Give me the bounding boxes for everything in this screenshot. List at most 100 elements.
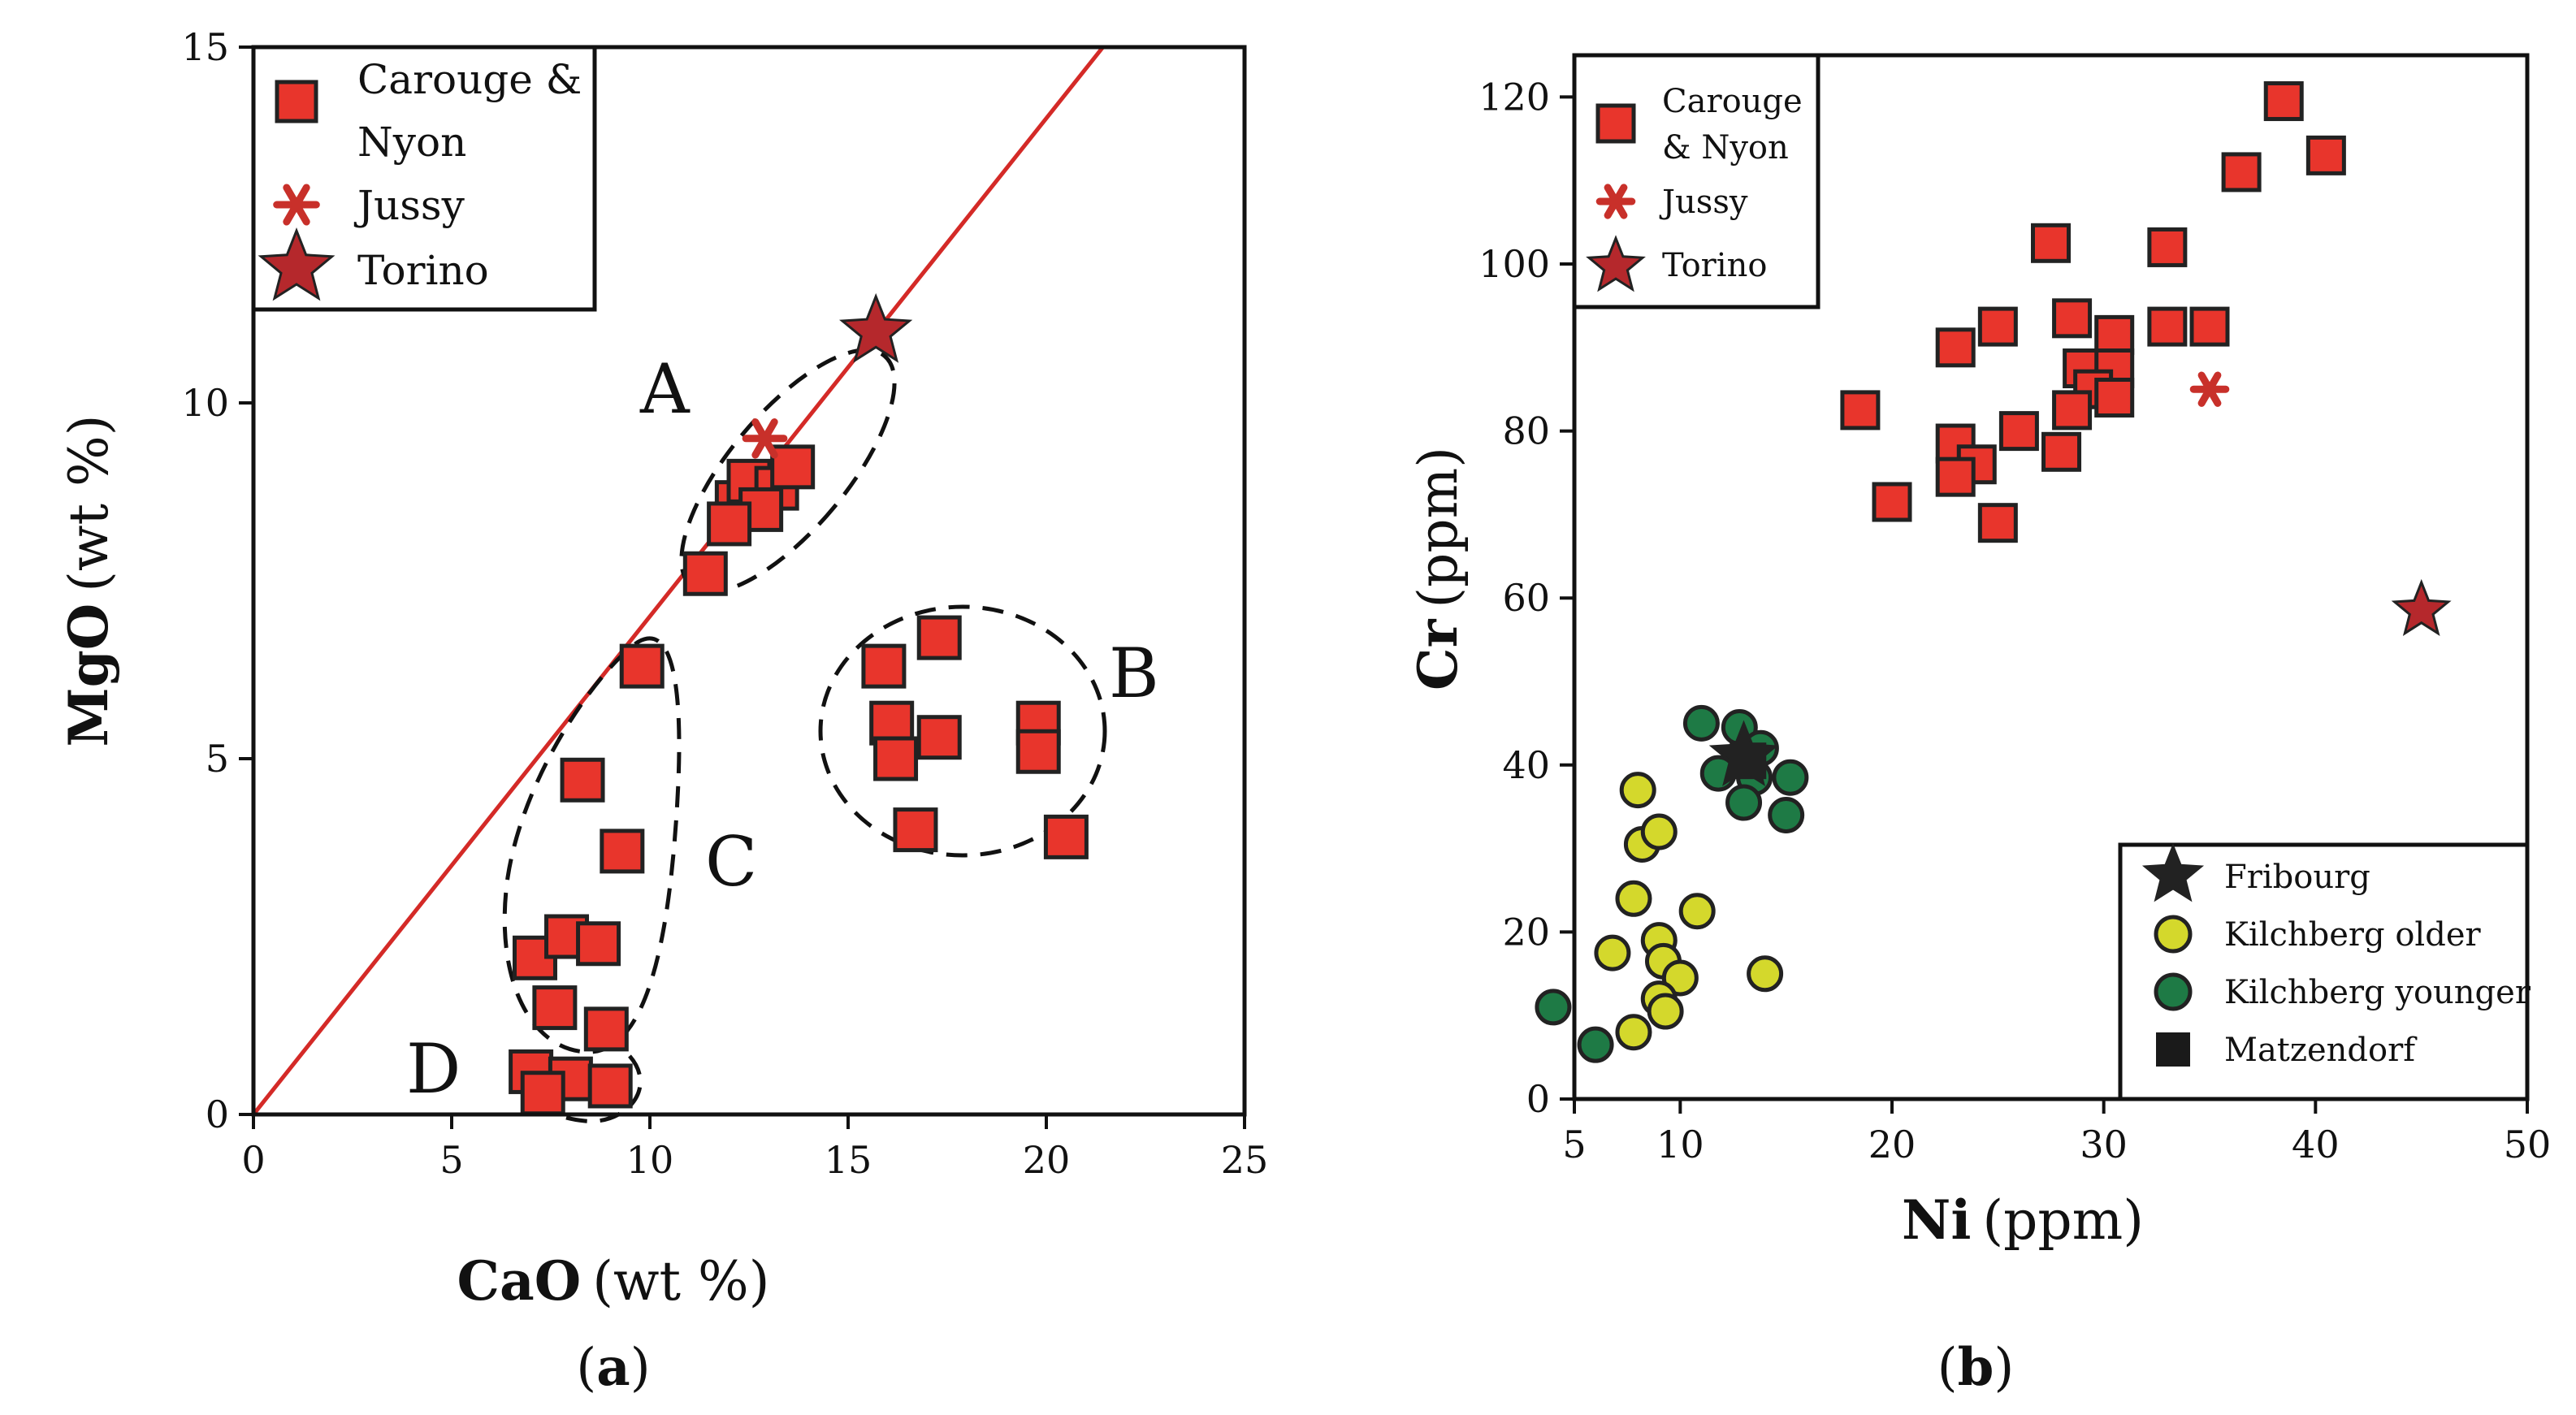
legend-label-matzendorf: Matzendorf [2224, 1032, 2418, 1069]
data-point [2031, 223, 2071, 263]
panel-b-letter: b [1958, 1337, 1994, 1398]
legend-label-jussy: Jussy [1659, 184, 1748, 221]
panel-b-frame [1572, 53, 2530, 1101]
y-tick-label: 40 [1502, 743, 1550, 787]
y-tick-label: 10 [181, 381, 229, 425]
data-point [707, 501, 752, 547]
panel-a-label: (a) [576, 1337, 650, 1398]
panel-b: 5 10 20 30 40 50 0 20 40 60 80 100 120 Carouge & Nyo… [1406, 53, 2552, 1398]
x-tick-label: 5 [1562, 1123, 1586, 1166]
data-point [1594, 934, 1631, 971]
data-point [2147, 306, 2188, 347]
y-tick-label: 0 [206, 1093, 229, 1136]
legend-asterisk-marker [273, 184, 320, 226]
data-point [1977, 306, 2018, 347]
data-point [2041, 431, 2082, 472]
data-point [916, 715, 962, 760]
legend-black-square-marker [2156, 1032, 2190, 1067]
legend-label-kilchberg-younger: Kilchberg younger [2224, 974, 2531, 1011]
data-point [1015, 729, 1061, 774]
data-point [1768, 796, 1805, 833]
region-label-b: B [1109, 634, 1159, 713]
data-point [839, 292, 913, 363]
data-point [1043, 814, 1089, 859]
x-tick-label: 10 [1656, 1123, 1704, 1166]
x-tick-label: 5 [439, 1138, 463, 1182]
panel-b-label: (b) [1937, 1337, 2015, 1398]
y-tick-label: 20 [1502, 910, 1550, 954]
data-point [1577, 1026, 1614, 1063]
data-point [1615, 1014, 1652, 1051]
data-point [2221, 152, 2262, 193]
panel-b-y-axis-label: Cr (ppm) [1406, 447, 1470, 690]
data-point [2147, 227, 2188, 267]
legend-label-carouge-2: Nyon [357, 119, 466, 166]
legend-circle-green-marker [2154, 972, 2193, 1011]
legend-label-torino: Torino [357, 247, 489, 294]
x-tick-label: 50 [2504, 1123, 2552, 1166]
panel-a-legend: Carouge & Nyon Jussy Torino [251, 45, 597, 312]
data-point [2052, 390, 2093, 431]
data-point [600, 829, 645, 874]
data-point [2094, 377, 2135, 418]
data-point [587, 1063, 633, 1109]
legend-asterisk [1595, 184, 1636, 219]
field-outline-b [818, 604, 1107, 858]
data-point [2305, 135, 2346, 175]
x-tick-label: 30 [2080, 1123, 2128, 1166]
legend-star [258, 227, 336, 301]
data-point [682, 551, 728, 596]
data-point [1872, 482, 1912, 522]
data-point [861, 643, 907, 689]
data-point [1998, 411, 2039, 452]
y-tick-label: 0 [1526, 1077, 1550, 1121]
x-tick-label: 0 [241, 1138, 265, 1182]
x-tick-label: 20 [1023, 1138, 1071, 1182]
panel-a-points [509, 292, 1089, 1116]
legend-label-torino: Torino [1662, 247, 1767, 284]
legend-label-fribourg: Fribourg [2224, 859, 2370, 896]
data-point [2263, 81, 2304, 122]
y-axis-label-unit: (wt %) [58, 415, 120, 592]
x-tick-label: 25 [1221, 1138, 1269, 1182]
data-point [619, 643, 665, 689]
panel-b-x-axis-label: Ni (ppm) [1902, 1188, 2144, 1252]
panel-a: 0 5 10 15 20 25 0 5 10 15 A B C D Carouge & Nyon … [57, 25, 1269, 1398]
data-point [1615, 880, 1652, 917]
legend-square-marker [275, 80, 318, 123]
panel-a-frame [251, 45, 1247, 1117]
region-label-d: D [406, 1029, 461, 1109]
data-point [1747, 955, 1784, 993]
x-tick-label: 20 [1868, 1123, 1916, 1166]
field-outline-d [532, 1054, 643, 1123]
data-point [1935, 327, 1976, 368]
data-point [1535, 989, 1572, 1026]
data-point [2052, 298, 2093, 339]
data-point [1772, 759, 1809, 796]
data-point [770, 444, 816, 490]
data-point [560, 757, 605, 803]
data-point [1640, 813, 1678, 850]
x-axis-label-unit: (ppm) [1982, 1189, 2144, 1252]
x-tick-label: 15 [825, 1138, 872, 1182]
y-tick-label: 15 [181, 25, 229, 69]
legend-square-marker [1595, 103, 1636, 144]
data-point [583, 1006, 629, 1052]
y-axis-label-unit: (ppm) [1407, 447, 1470, 608]
data-point [893, 807, 938, 853]
y-tick-label: 60 [1502, 576, 1550, 620]
legend-star [1586, 235, 1646, 292]
y-axis-label-bold: MgO [57, 604, 120, 747]
legend-star-marker [1586, 235, 1646, 292]
legend-star [2141, 842, 2205, 902]
legend-label-kilchberg-older: Kilchberg older [2224, 916, 2482, 954]
legend-asterisk [273, 184, 320, 226]
field-outline-c [502, 636, 682, 1054]
legend-star-marker [258, 227, 336, 301]
region-label-a: A [639, 349, 691, 429]
y-tick-label: 100 [1478, 242, 1550, 286]
data-point [1682, 704, 1720, 742]
data-point [2189, 306, 2230, 347]
